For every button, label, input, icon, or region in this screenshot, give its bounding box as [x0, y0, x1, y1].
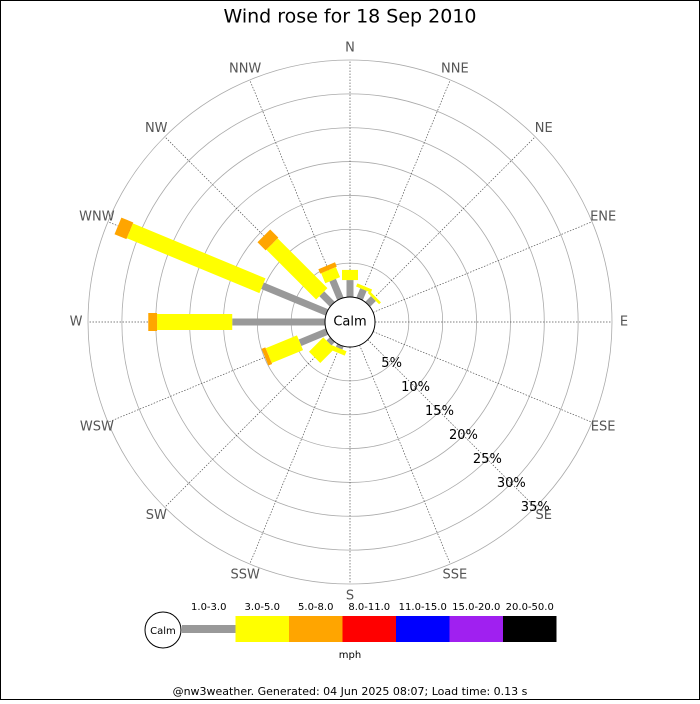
r-tick-label: 35%	[521, 500, 550, 515]
r-tick-label: 25%	[473, 452, 502, 467]
bar-segment	[126, 223, 266, 294]
bar-segment	[365, 296, 376, 307]
legend-label: 20.0-50.0	[506, 602, 554, 613]
direction-label: SSW	[230, 568, 260, 583]
bar-segment	[114, 217, 134, 240]
footer: @nw3weather. Generated: 04 Jun 2025 08:0…	[173, 685, 528, 698]
direction-label: ESE	[591, 419, 616, 434]
bar-segment	[356, 288, 367, 301]
legend-label: 8.0-11.0	[348, 602, 390, 613]
r-tick-label: 15%	[425, 404, 454, 419]
bar-segment	[318, 262, 337, 274]
bar-segment	[261, 282, 329, 316]
bar-segment	[329, 278, 344, 301]
legend-swatch	[503, 616, 557, 642]
legend-swatch	[235, 616, 289, 642]
bar-segment	[329, 345, 347, 356]
direction-label: E	[620, 315, 628, 330]
direction-label: NNW	[229, 61, 261, 76]
r-tick-label: 5%	[381, 356, 402, 371]
direction-label: SW	[146, 508, 167, 523]
spoke	[359, 79, 451, 300]
grid-ring	[121, 93, 579, 551]
spoke	[164, 339, 333, 508]
direction-label: NW	[145, 121, 168, 136]
legend-unit: mph	[339, 650, 361, 661]
spoke	[249, 344, 341, 565]
bar-segment	[319, 291, 335, 307]
legend-label: 15.0-20.0	[452, 602, 500, 613]
legend-swatch	[449, 616, 503, 642]
spoke	[372, 331, 593, 423]
direction-label: SSE	[442, 568, 467, 583]
bar-segment	[298, 328, 329, 346]
r-tick-label: 10%	[401, 380, 430, 395]
legend-label: 3.0-5.0	[245, 602, 280, 613]
spoke	[359, 344, 451, 565]
bar-segment	[326, 337, 335, 346]
direction-label: NE	[535, 121, 553, 136]
legend-swatch	[396, 616, 450, 642]
spoke	[249, 79, 341, 300]
direction-label: N	[345, 41, 355, 56]
legend-label: 5.0-8.0	[298, 602, 333, 613]
legend-swatch	[289, 616, 343, 642]
legend-label: 1.0-3.0	[191, 602, 226, 613]
direction-label: NNE	[441, 61, 469, 76]
bar-segment	[356, 283, 373, 293]
spoke	[367, 136, 536, 305]
r-tick-label: 30%	[497, 476, 526, 491]
bar-segment	[266, 238, 328, 300]
direction-label: ENE	[590, 210, 616, 225]
r-tick-label: 20%	[449, 428, 478, 443]
grid-ring	[87, 59, 613, 585]
bar-segment	[321, 267, 341, 284]
direction-label: S	[346, 589, 354, 604]
bar-segment	[261, 347, 273, 366]
bar-segment	[265, 335, 304, 364]
spoke	[372, 221, 593, 313]
bar-segment	[308, 337, 335, 364]
direction-label: W	[70, 315, 83, 330]
chart-title: Wind rose for 18 Sep 2010	[223, 6, 476, 28]
direction-label: SE	[536, 508, 552, 523]
direction-label: WSW	[80, 419, 114, 434]
legend-label: 11.0-15.0	[399, 602, 447, 613]
calm-circle	[324, 296, 376, 348]
legend-calm-label: Calm	[150, 626, 176, 637]
bar-segment	[335, 343, 344, 350]
direction-label: WNW	[79, 210, 115, 225]
spoke	[367, 339, 536, 508]
legend-swatch	[342, 616, 396, 642]
bar-segment	[257, 229, 279, 251]
legend-calm-circle	[144, 611, 182, 649]
calm-label: Calm	[333, 315, 366, 330]
bar-segment	[367, 291, 381, 305]
